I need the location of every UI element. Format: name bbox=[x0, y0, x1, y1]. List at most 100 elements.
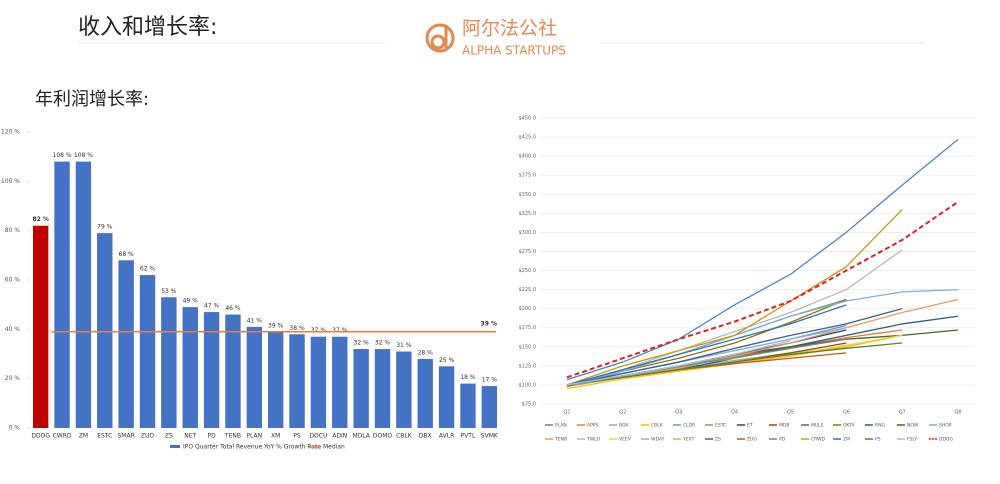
y-tick-label: $450.0 bbox=[519, 116, 537, 122]
legend-label: NOW bbox=[907, 423, 919, 429]
bar bbox=[374, 349, 391, 428]
legend-label: TWLO bbox=[586, 437, 601, 443]
x-tick-label: SVMK bbox=[481, 433, 499, 440]
legend-label: BOX bbox=[619, 423, 628, 429]
y-tick-label: $150.0 bbox=[519, 344, 537, 350]
legend-label: WDAY bbox=[651, 437, 665, 443]
x-tick-label: ADIN bbox=[332, 433, 347, 440]
legend-label: DDOG bbox=[939, 437, 953, 443]
y-tick-label: $250.0 bbox=[519, 268, 537, 274]
y-tick-label: $350.0 bbox=[519, 192, 537, 198]
legend-label: MDB bbox=[779, 423, 789, 429]
legend-label: CBLK bbox=[651, 423, 664, 429]
x-tick-label: PS bbox=[293, 433, 301, 440]
data-label: 28 % bbox=[418, 349, 434, 356]
series-line bbox=[566, 304, 847, 386]
x-tick-label: SMAR bbox=[118, 433, 135, 440]
x-tick-label: PD bbox=[207, 433, 216, 440]
legend-swatch bbox=[170, 445, 180, 448]
bar bbox=[118, 260, 134, 428]
data-label: 32 % bbox=[375, 340, 391, 347]
bar bbox=[289, 334, 305, 428]
bar bbox=[32, 225, 49, 428]
data-label: 49 % bbox=[183, 298, 199, 305]
x-tick-label: DBX bbox=[419, 433, 432, 440]
bar bbox=[332, 336, 348, 428]
bar bbox=[396, 351, 412, 428]
data-label: 62 % bbox=[140, 266, 156, 273]
bar bbox=[438, 366, 455, 428]
bar bbox=[460, 383, 476, 428]
logo-icon bbox=[425, 23, 455, 53]
series-line bbox=[566, 209, 903, 386]
x-tick-label: PLAN bbox=[246, 433, 262, 440]
x-tick-label: Q4 bbox=[731, 410, 738, 416]
y-tick-label: $200.0 bbox=[519, 306, 537, 312]
bar bbox=[353, 349, 369, 428]
x-tick-label: ZM bbox=[79, 433, 88, 440]
x-tick-label: XM bbox=[271, 433, 280, 440]
y-tick-label: $400.0 bbox=[519, 154, 537, 160]
x-tick-label: MDLA bbox=[352, 433, 370, 440]
legend-label: Median bbox=[323, 444, 345, 451]
legend-label: ZS bbox=[715, 437, 721, 443]
bar bbox=[75, 161, 92, 428]
x-tick-label: CBLK bbox=[396, 433, 413, 440]
x-tick-label: Q8 bbox=[954, 410, 961, 416]
x-tick-label: Q3 bbox=[675, 410, 682, 416]
bar bbox=[481, 386, 498, 428]
data-label: 25 % bbox=[439, 357, 455, 364]
y-tick-label: $175.0 bbox=[519, 325, 537, 331]
bar bbox=[267, 331, 284, 428]
series-line bbox=[566, 340, 791, 386]
legend-label: PLAN bbox=[555, 423, 567, 429]
y-tick-label: 120 % bbox=[1, 129, 20, 136]
legend-label: PD bbox=[779, 437, 786, 443]
x-tick-label: ESTC bbox=[97, 433, 112, 440]
y-tick-label: $100.0 bbox=[519, 382, 537, 388]
legend-label: CRWD bbox=[811, 437, 826, 443]
bar bbox=[203, 312, 220, 428]
y-tick-label: $275.0 bbox=[519, 249, 537, 255]
legend-label: OKTA bbox=[843, 423, 856, 429]
x-tick-label: Q2 bbox=[619, 410, 626, 416]
bar bbox=[139, 275, 156, 428]
y-tick-label: 100 % bbox=[1, 178, 20, 185]
legend-label: MULE bbox=[811, 423, 824, 429]
bar bbox=[182, 307, 198, 428]
x-tick-label: DOCU bbox=[309, 433, 327, 440]
bar bbox=[161, 297, 177, 428]
y-tick-label: 0 % bbox=[9, 425, 21, 432]
series-line bbox=[566, 201, 959, 379]
x-tick-label: ZS bbox=[165, 433, 173, 440]
data-label: 46 % bbox=[225, 305, 241, 312]
x-tick-label: DDOG bbox=[31, 433, 50, 440]
legend-label: ZUO bbox=[747, 437, 757, 443]
y-tick-label: 40 % bbox=[5, 326, 21, 333]
data-label: 37 % bbox=[311, 327, 327, 334]
data-label: 53 % bbox=[161, 288, 177, 295]
y-tick-label: $300.0 bbox=[519, 230, 537, 236]
legend-label: APPS bbox=[587, 423, 599, 429]
x-tick-label: Q6 bbox=[843, 410, 850, 416]
series-line bbox=[566, 342, 903, 386]
x-tick-label: DOMO bbox=[373, 433, 393, 440]
median-label: 39 % bbox=[481, 320, 497, 327]
legend-label: RNG bbox=[875, 423, 885, 429]
legend-label: TENB bbox=[554, 437, 567, 443]
data-label: 18 % bbox=[460, 374, 476, 381]
data-label: 108 % bbox=[74, 152, 93, 159]
y-tick-label: 20 % bbox=[5, 375, 21, 382]
x-tick-label: Q1 bbox=[563, 410, 570, 416]
data-label: 79 % bbox=[97, 224, 113, 231]
bar bbox=[225, 314, 241, 428]
y-tick-label: $425.0 bbox=[519, 135, 537, 141]
x-tick-label: PVTL bbox=[461, 433, 476, 440]
x-tick-label: NET bbox=[184, 433, 196, 440]
slide-title: 收入和增长率: bbox=[78, 15, 217, 40]
data-label: 47 % bbox=[204, 303, 220, 310]
section-title: 年利润增长率: bbox=[35, 89, 149, 110]
data-label: 37 % bbox=[332, 327, 348, 334]
